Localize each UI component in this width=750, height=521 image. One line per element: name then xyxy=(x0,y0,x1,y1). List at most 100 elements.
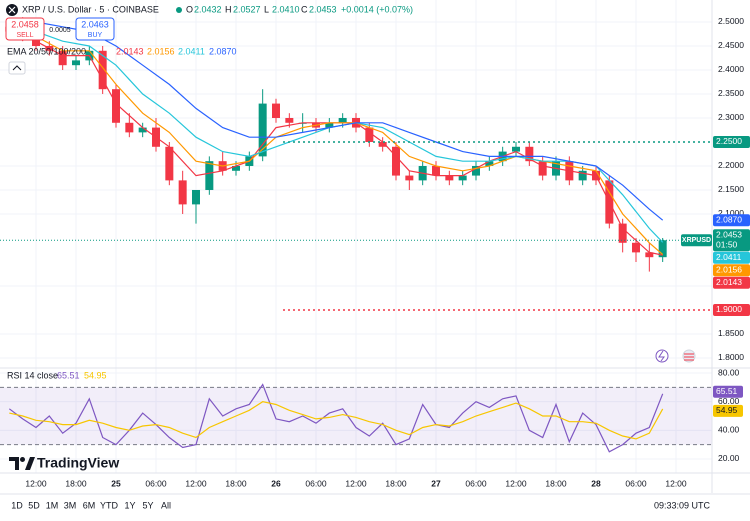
range-button[interactable]: YTD xyxy=(100,500,119,510)
range-button[interactable]: 3M xyxy=(64,500,77,510)
indicator-tag xyxy=(713,251,750,264)
candle-body xyxy=(512,146,520,152)
ohlc-value: 2.0453 xyxy=(309,4,337,14)
range-buttons: 1D 5D 1M 3M 6M YTD 1Y 5Y All xyxy=(11,500,171,510)
x-tick-label: 18:00 xyxy=(225,478,247,488)
range-button[interactable]: 6M xyxy=(83,500,96,510)
line-series xyxy=(8,383,664,453)
candle-body xyxy=(658,240,667,258)
candle-body xyxy=(392,146,400,176)
y-tick-label: 2.3000 xyxy=(718,112,744,122)
y-tick-label: 2.2000 xyxy=(718,160,744,170)
indicator-value: 2.0870 xyxy=(209,46,237,56)
candle-body xyxy=(258,103,267,157)
candle-body xyxy=(112,89,120,123)
indicator-tag-label: 2.0143 xyxy=(716,277,742,287)
y-tick-label: 40.00 xyxy=(718,425,740,435)
ohlc-value: 2.0527 xyxy=(233,4,261,14)
buy-button[interactable] xyxy=(75,17,115,41)
candle-body xyxy=(165,146,174,181)
logo-icon xyxy=(20,457,25,462)
candle-body xyxy=(538,161,547,176)
rsi-legend: 65.51 54.95 xyxy=(57,370,107,380)
x-tick-label: 12:00 xyxy=(185,478,207,488)
economic-events-icon[interactable] xyxy=(682,349,696,363)
y-tick-label: 2.1000 xyxy=(718,208,744,218)
candle-body xyxy=(72,60,80,66)
candle-body xyxy=(125,122,134,133)
price-tag xyxy=(713,303,750,316)
y-tick-label: 2.5000 xyxy=(718,16,744,26)
range-button[interactable]: 1Y xyxy=(124,500,135,510)
candle-body xyxy=(405,175,414,181)
x-tick-label: 18:00 xyxy=(65,478,87,488)
range-button[interactable]: 5Y xyxy=(142,500,153,510)
x-tick-label: 06:00 xyxy=(305,478,327,488)
y-tick-label: 60.00 xyxy=(718,396,740,406)
indicator-tag-label: 2.0870 xyxy=(716,214,742,224)
candle-body xyxy=(325,122,334,128)
plot-area xyxy=(0,0,712,473)
ohlc-key: O xyxy=(186,4,193,14)
ohlc-value: 2.0432 xyxy=(194,4,222,14)
candle-body xyxy=(192,189,200,205)
x-tick-label: 06:00 xyxy=(465,478,487,488)
logo-icon xyxy=(9,457,19,470)
range-button[interactable]: 1D xyxy=(11,500,23,510)
indicator-tag xyxy=(713,264,750,277)
indicator-tag xyxy=(713,214,750,227)
indicator-legend: 2.0143 2.0156 2.0411 2.0870 xyxy=(116,46,237,56)
x-tick-label: 18:00 xyxy=(385,478,407,488)
candle-body xyxy=(458,175,467,181)
x-tick-label: 27 xyxy=(431,478,441,488)
candle-body xyxy=(272,103,280,118)
x-tick-label: 12:00 xyxy=(345,478,367,488)
sell-label: SELL xyxy=(16,32,33,39)
rsi-band xyxy=(0,387,712,445)
market-status xyxy=(176,7,182,13)
range-button[interactable]: 1M xyxy=(46,500,59,510)
x-tick-label: 12:00 xyxy=(505,478,527,488)
sell-button[interactable] xyxy=(5,17,45,41)
rsi-tag-label: 65.51 xyxy=(716,386,738,396)
candle-body xyxy=(525,146,534,162)
candle-body xyxy=(138,127,147,133)
x-tick-label: 18:00 xyxy=(545,478,567,488)
x-tick-label: 26 xyxy=(271,478,281,488)
collapse-button[interactable] xyxy=(8,61,26,75)
y-tick-label: 1.8000 xyxy=(718,352,744,362)
indicator-value: 2.0143 xyxy=(116,46,144,56)
line-series xyxy=(9,401,664,440)
candle-body xyxy=(378,141,387,147)
candle-body xyxy=(365,127,374,142)
range-button[interactable]: 5D xyxy=(28,500,40,510)
candle-body xyxy=(632,242,640,253)
rsi-tag xyxy=(713,404,743,417)
candle-body xyxy=(472,165,480,176)
x-tick-label: 06:00 xyxy=(625,478,647,488)
indicator-tag-label: 2.0411 xyxy=(716,252,742,262)
sell-price: 2.0458 xyxy=(11,19,39,29)
indicator-tag xyxy=(713,276,750,289)
collapse-icon xyxy=(12,65,22,71)
y-tick-label: 2.1500 xyxy=(718,184,744,194)
x-tick-label: 28 xyxy=(591,478,601,488)
rsi-tag-label: 54.95 xyxy=(716,405,738,415)
last-price-label: 2.0453 xyxy=(716,229,742,239)
x-tick-label: 06:00 xyxy=(145,478,167,488)
countdown: 01:50 xyxy=(716,239,738,249)
symbol-title[interactable]: XRP / U.S. Dollar · 5 · COINBASE xyxy=(22,4,159,14)
line-series xyxy=(35,21,664,221)
rsi-title: RSI 14 close xyxy=(7,370,58,380)
alert-icon[interactable] xyxy=(655,349,669,363)
clock: 09:33:09 UTC xyxy=(654,500,711,510)
alert-icon-mark xyxy=(658,350,665,362)
flag-stripes xyxy=(684,353,694,361)
buy-label: BUY xyxy=(88,32,103,39)
candle-body xyxy=(578,170,587,181)
last-price-tag xyxy=(713,229,750,252)
change: +0.0014 (+0.07%) xyxy=(341,4,413,14)
candle-body xyxy=(285,117,294,123)
range-button[interactable]: All xyxy=(161,500,171,510)
candle-body xyxy=(618,223,627,243)
